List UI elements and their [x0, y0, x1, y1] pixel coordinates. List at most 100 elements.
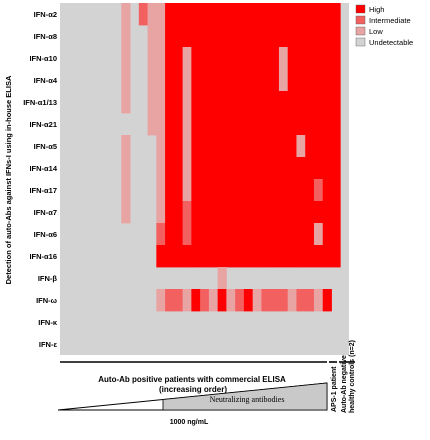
heatmap-cell — [147, 25, 157, 48]
heatmap-cell — [217, 113, 227, 136]
heatmap-cell — [313, 135, 324, 158]
heatmap-cell — [270, 47, 280, 70]
heatmap-cell — [182, 157, 192, 180]
heatmap-cell — [305, 157, 315, 180]
heatmap-cell — [173, 69, 184, 92]
heatmap-cell — [226, 91, 236, 114]
heatmap-cell — [322, 179, 332, 202]
heatmap-cell — [235, 25, 245, 48]
row-label: IFN-α6 — [34, 230, 57, 239]
heatmap-cell — [296, 157, 306, 180]
heatmap-cell — [156, 25, 166, 48]
heatmap-cell — [305, 179, 315, 202]
row-label: IFN-α17 — [29, 186, 57, 195]
heatmap-cell — [313, 69, 324, 92]
heatmap-cell — [243, 91, 254, 114]
row-label: IFN-ω — [36, 296, 58, 305]
heatmap-cell — [191, 47, 201, 70]
heatmap-cell — [331, 201, 341, 224]
heatmap-cell — [165, 25, 175, 48]
heatmap-cell — [235, 3, 245, 26]
heatmap-cell — [322, 223, 332, 246]
heatmap-cell — [226, 25, 236, 48]
heatmap-cell — [313, 47, 324, 70]
heatmap-cell — [305, 69, 315, 92]
threshold-label: 1000 ng/mL — [170, 419, 209, 426]
heatmap-cell — [208, 91, 219, 114]
x-group-label-patients: Auto-Ab positive patients with commercia… — [98, 375, 288, 394]
heatmap-cell — [243, 245, 254, 268]
heatmap-cell — [305, 245, 315, 268]
heatmap-cell — [182, 135, 192, 158]
heatmap-cell — [296, 223, 306, 246]
heatmap-cell — [243, 289, 254, 312]
heatmap-cell — [121, 47, 131, 70]
heatmap-cell — [217, 135, 227, 158]
heatmap-cell — [261, 3, 271, 26]
heatmap-cell — [208, 179, 219, 202]
heatmap-cell — [165, 135, 175, 158]
heatmap-cell — [296, 245, 306, 268]
heatmap-cell — [287, 245, 297, 268]
heatmap-cell — [278, 289, 289, 312]
row-label: IFN-α5 — [34, 142, 57, 151]
row-label: IFN-α16 — [29, 252, 57, 261]
heatmap-cell — [296, 47, 306, 70]
heatmap-cell — [287, 201, 297, 224]
heatmap-cell — [235, 135, 245, 158]
legend-swatch — [355, 26, 366, 36]
heatmap-cell — [313, 289, 324, 312]
heatmap-cell — [217, 201, 227, 224]
heatmap-cell — [331, 47, 341, 70]
heatmap-cell — [252, 245, 262, 268]
heatmap-cell — [191, 223, 201, 246]
heatmap-cell — [200, 91, 210, 114]
heatmap-cell — [261, 25, 271, 48]
heatmap-cell — [217, 69, 227, 92]
heatmap-cell — [313, 25, 324, 48]
heatmap-cell — [278, 223, 289, 246]
heatmap-cell — [156, 3, 166, 26]
neutralizing-region — [162, 382, 328, 411]
heatmap-cell — [182, 25, 192, 48]
heatmap-cell — [261, 113, 271, 136]
heatmap-cell — [270, 223, 280, 246]
row-label: IFN-α2 — [34, 10, 57, 19]
heatmap-cell — [252, 201, 262, 224]
heatmap-cell — [235, 113, 245, 136]
row-label: IFN-β — [38, 274, 58, 283]
heatmap-cell — [121, 91, 131, 114]
heatmap-cell — [182, 179, 192, 202]
heatmap-cell — [147, 3, 157, 26]
heatmap-cell — [322, 69, 332, 92]
heatmap-cell — [331, 25, 341, 48]
heatmap-cell — [287, 113, 297, 136]
heatmap-cell — [208, 69, 219, 92]
heatmap-cell — [322, 3, 332, 26]
heatmap-cell — [182, 3, 192, 26]
heatmap-cell — [121, 69, 131, 92]
heatmap-cell — [287, 289, 297, 312]
heatmap-cell — [296, 91, 306, 114]
heatmap-cell — [270, 113, 280, 136]
heatmap-cell — [296, 25, 306, 48]
heatmap-cell — [287, 3, 297, 26]
neutralizing-label: Neutralizing antibodies — [210, 395, 285, 404]
heatmap-cell — [331, 113, 341, 136]
heatmap-cell — [287, 157, 297, 180]
heatmap-cell — [165, 47, 175, 70]
heatmap-cell — [243, 69, 254, 92]
row-labels: IFN-α2 IFN-α8 IFN-α10 IFN-α4 IFN-α1/13 IFN-α2… — [23, 10, 58, 349]
row-label: IFN-α4 — [34, 76, 58, 85]
heatmap-cell — [191, 135, 201, 158]
heatmap-cell — [191, 179, 201, 202]
heatmap-cell — [208, 47, 219, 70]
heatmap-cell — [322, 91, 332, 114]
heatmap-cell — [243, 201, 254, 224]
heatmap-cell — [226, 113, 236, 136]
heatmap-cell — [331, 179, 341, 202]
heatmap-cell — [165, 157, 175, 180]
legend-label: Low — [369, 27, 383, 36]
heatmap-cell — [165, 91, 175, 114]
heatmap-cell — [331, 157, 341, 180]
